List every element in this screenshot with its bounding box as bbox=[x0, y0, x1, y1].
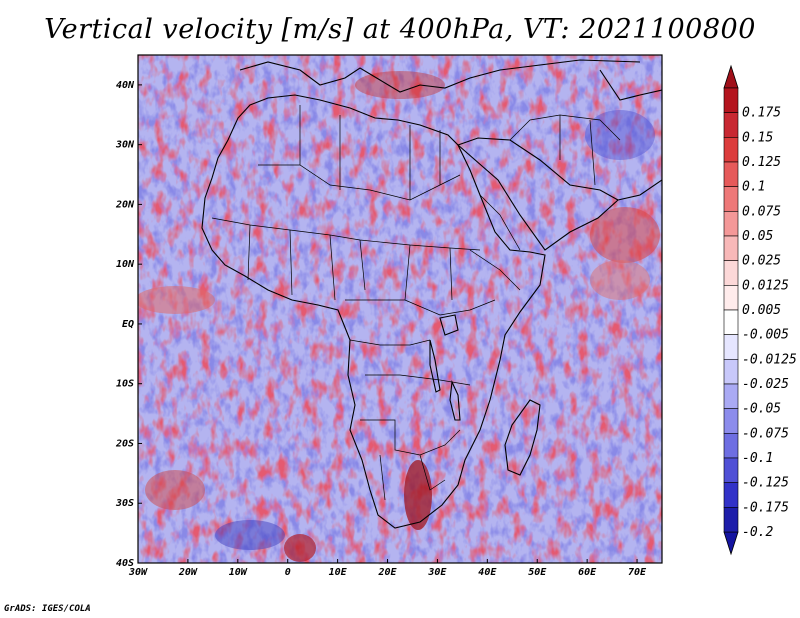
colorbar-swatch bbox=[723, 260, 739, 286]
grads-credit: GrADS: IGES/COLA bbox=[4, 604, 91, 614]
updraft-band-atlantic bbox=[138, 286, 215, 314]
map-plot-area: 30W 20W 10W 0 10E 20E 30E 40E 50E 60E 70E 40N 30N 20… bbox=[115, 54, 663, 578]
colorbar-swatch bbox=[723, 309, 739, 335]
colorbar-label: -0.2 bbox=[742, 525, 773, 540]
madagascar-coastline bbox=[504, 399, 541, 476]
lake-tanganyika bbox=[429, 339, 441, 393]
y-tick-label: 40N bbox=[116, 80, 135, 91]
colorbar-label: -0.1 bbox=[742, 451, 773, 466]
y-tick-label: 30N bbox=[115, 140, 135, 151]
europe-coastline bbox=[239, 59, 641, 93]
country-borders bbox=[211, 105, 621, 501]
colorbar-swatch bbox=[723, 285, 739, 311]
plot-frame bbox=[137, 54, 663, 564]
colorbar-swatch bbox=[723, 186, 739, 212]
lake-malawi bbox=[449, 379, 461, 421]
colorbar-swatch bbox=[723, 408, 739, 434]
colorbar-swatch bbox=[723, 507, 739, 533]
colorbar-swatch bbox=[723, 211, 739, 237]
colorbar-label: 0.175 bbox=[742, 106, 781, 121]
colorbar-label: 0.125 bbox=[742, 155, 781, 170]
y-tick-label: 10N bbox=[116, 259, 135, 270]
x-tick-label: 10E bbox=[329, 567, 348, 578]
x-tick-label: 20E bbox=[377, 567, 397, 578]
colorbar-label: -0.175 bbox=[742, 500, 789, 515]
colorbar-label: -0.125 bbox=[742, 476, 789, 491]
updraft-cell-southern-africa bbox=[404, 460, 432, 530]
lake-victoria bbox=[439, 314, 459, 336]
colorbar-label: -0.05 bbox=[742, 402, 781, 417]
x-tick-label: 50E bbox=[528, 567, 547, 578]
updraft-band-mediterranean bbox=[355, 71, 445, 99]
updraft-cell-indian-ocean bbox=[590, 260, 650, 300]
downdraft-cell-south-atlantic bbox=[215, 520, 285, 550]
colorbar-label: 0.025 bbox=[742, 254, 781, 269]
x-tick-label: 0 bbox=[285, 567, 291, 578]
border-middle-east bbox=[509, 114, 621, 186]
updraft-cell-arabian-sea bbox=[590, 207, 660, 263]
colorbar-swatch bbox=[723, 137, 739, 163]
downdraft-cell-iran bbox=[585, 110, 655, 160]
colorbar-label: 0.1 bbox=[742, 180, 765, 195]
border-horn-of-africa bbox=[469, 194, 521, 291]
colorbar-label: -0.025 bbox=[742, 377, 789, 392]
colorbar-top-arrow bbox=[723, 64, 739, 89]
colorbar-swatch bbox=[723, 457, 739, 483]
velocity-field-texture bbox=[138, 55, 662, 563]
updraft-cell-southwest bbox=[145, 470, 205, 510]
colorbar-swatch bbox=[723, 334, 739, 360]
africa-coastline bbox=[201, 94, 546, 529]
x-tick-label: 70E bbox=[628, 567, 647, 578]
x-tick-label: 40E bbox=[478, 567, 497, 578]
border-sahara bbox=[299, 105, 441, 200]
border-central-africa bbox=[345, 299, 496, 386]
border-sahel-south bbox=[211, 217, 481, 251]
colorbar-swatch bbox=[723, 383, 739, 409]
y-tick-label: 20S bbox=[115, 438, 134, 449]
y-tick-label: 20N bbox=[115, 199, 135, 210]
x-tick-label: 60E bbox=[578, 567, 597, 578]
colorbar-swatch bbox=[723, 112, 739, 138]
colorbar-swatch bbox=[723, 482, 739, 508]
asia-coastline bbox=[599, 69, 662, 201]
colorbar-label: 0.15 bbox=[742, 130, 773, 145]
colorbar-bottom-arrow bbox=[723, 531, 739, 556]
colorbar-swatch bbox=[723, 359, 739, 385]
colorbar: 0.175 0.15 0.125 0.1 0.075 0.05 0.025 0.0125 0.0… bbox=[723, 64, 797, 556]
updraft-cell-south-atlantic bbox=[284, 534, 316, 562]
y-tick-label: EQ bbox=[122, 319, 134, 330]
y-tick-label: 10S bbox=[116, 379, 134, 390]
colorbar-swatch bbox=[723, 161, 739, 187]
x-tick-label: 30W bbox=[128, 567, 148, 578]
chart-title: Vertical velocity [m/s] at 400hPa, VT: 2… bbox=[44, 14, 756, 45]
colorbar-label: 0.005 bbox=[742, 303, 781, 318]
colorbar-label: 0.05 bbox=[742, 229, 773, 244]
x-tick-label: 10W bbox=[229, 567, 248, 578]
x-axis-ticks: 30W 20W 10W 0 10E 20E 30E 40E 50E 60E 70E bbox=[128, 559, 647, 578]
y-tick-label: 40S bbox=[116, 558, 134, 569]
border-southern-africa bbox=[360, 419, 461, 501]
colorbar-swatch bbox=[723, 235, 739, 261]
colorbar-label: -0.005 bbox=[742, 328, 789, 343]
colorbar-swatch bbox=[723, 433, 739, 459]
colorbar-label: 0.075 bbox=[742, 204, 781, 219]
colorbar-label: -0.0125 bbox=[742, 352, 797, 367]
border-west-central bbox=[247, 224, 453, 301]
x-tick-label: 20W bbox=[178, 567, 198, 578]
colorbar-label: 0.0125 bbox=[742, 278, 789, 293]
y-tick-label: 30S bbox=[115, 498, 134, 509]
y-axis-ticks: 40N 30N 20N 10N EQ 10S 20S 30S 40S bbox=[115, 80, 142, 569]
colorbar-swatch bbox=[723, 87, 739, 113]
x-tick-label: 30E bbox=[427, 567, 447, 578]
colorbar-label: -0.075 bbox=[742, 426, 789, 441]
